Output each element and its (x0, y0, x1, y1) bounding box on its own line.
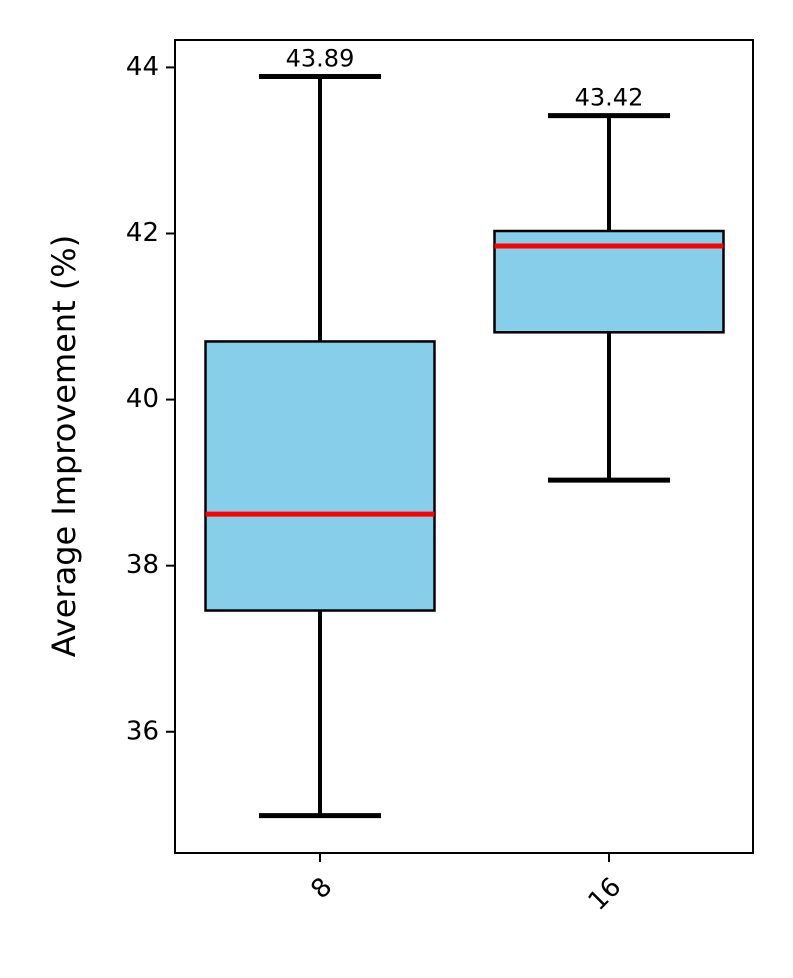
y-tick-label: 40 (126, 384, 159, 414)
axes-frame (174, 39, 754, 854)
y-axis-label: Average Improvement (%) (45, 235, 83, 657)
x-tick-label: 8 (305, 872, 338, 905)
data-label: 43.89 (286, 45, 355, 73)
data-label: 43.42 (575, 84, 644, 112)
y-tick-label: 36 (126, 716, 159, 746)
y-tick-label: 38 (126, 550, 159, 580)
box (204, 340, 436, 612)
x-tick-label: 16 (583, 872, 628, 917)
y-tick-label: 42 (126, 218, 159, 248)
y-tick-label: 44 (126, 52, 159, 82)
